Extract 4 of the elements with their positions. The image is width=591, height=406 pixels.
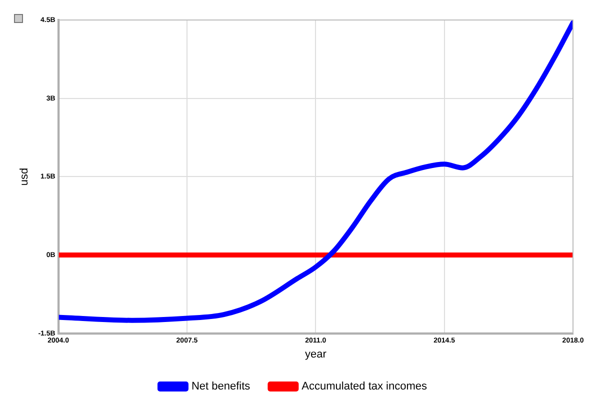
legend-label: Accumulated tax incomes	[302, 380, 428, 393]
y-axis-title: usd	[18, 168, 31, 186]
legend-label: Net benefits	[191, 380, 251, 393]
x-axis-title: year	[304, 348, 327, 360]
